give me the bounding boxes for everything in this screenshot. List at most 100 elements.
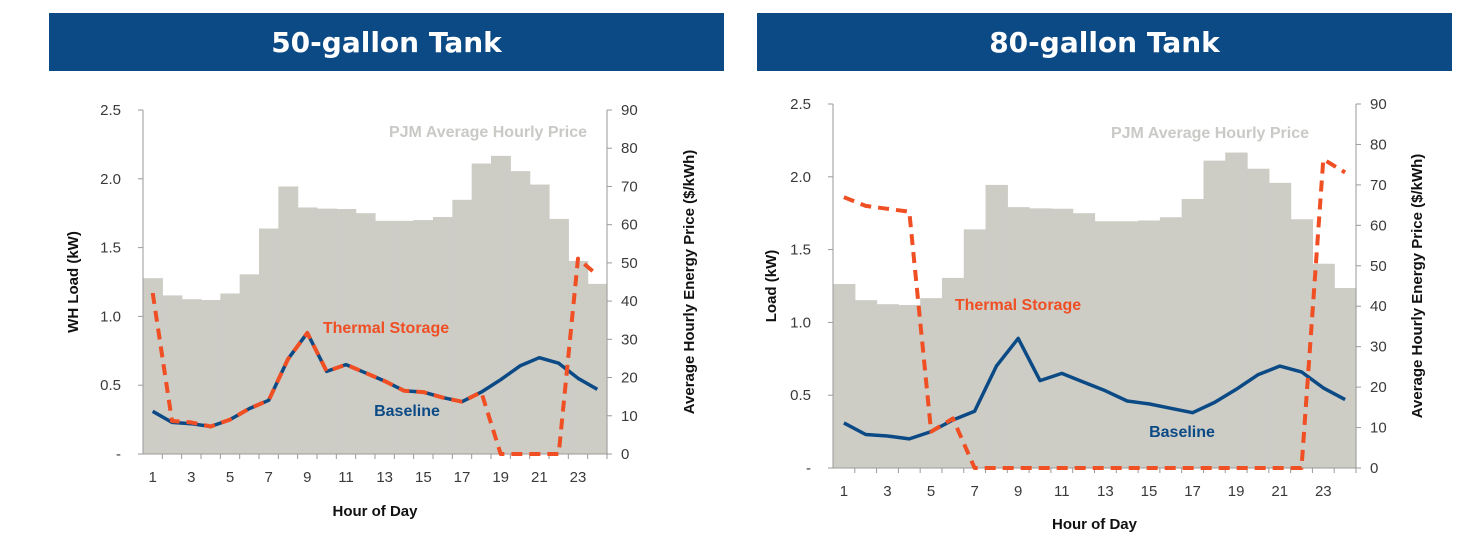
baseline-line-80 — [843, 336, 1346, 441]
left-tick-label-50: 0.5 — [100, 377, 121, 394]
price-bar-50-h1 — [143, 278, 163, 454]
thermal-storage-line-80 — [843, 157, 1347, 470]
price-bar-50-h24 — [587, 283, 608, 454]
x-tick-label-50-21: 21 — [531, 469, 548, 486]
x-axis-title-80: Hour of Day — [1052, 516, 1138, 533]
price-bar-80-h20 — [1247, 168, 1270, 468]
right-tick-label-80: 70 — [1370, 177, 1387, 194]
right-tick-label-50: 10 — [621, 408, 638, 425]
price-bar-50-h23 — [568, 260, 589, 454]
x-tick-label-50-7: 7 — [264, 469, 272, 486]
right-tick-label-80: 40 — [1370, 298, 1387, 315]
x-tick-label-50-5: 5 — [226, 469, 234, 486]
price-bar-50-h18 — [471, 163, 492, 454]
price-series-label-80: PJM Average Hourly Price — [1111, 125, 1309, 142]
price-bar-80-h19 — [1225, 152, 1248, 469]
left-tick-label-50: - — [116, 446, 121, 463]
price-bar-80-h12 — [1072, 213, 1096, 468]
price-bar-50-h2 — [162, 295, 183, 454]
right-tick-label-80: 90 — [1370, 96, 1387, 113]
right-tick-label-80: 30 — [1370, 339, 1387, 356]
price-bar-80-h1 — [833, 283, 856, 468]
price-bar-50-h21 — [529, 184, 550, 455]
right-tick-label-80: 0 — [1370, 460, 1378, 477]
price-bar-50-h5 — [220, 293, 241, 454]
right-tick-label-80: 80 — [1370, 136, 1387, 153]
y-axis-title-right-50: Average Hourly Energy Price ($/kWh) — [681, 150, 698, 415]
x-tick-label-80-17: 17 — [1184, 483, 1201, 500]
x-axis-title-50: Hour of Day — [332, 503, 418, 520]
x-tick-label-80-15: 15 — [1141, 483, 1158, 500]
price-bar-50-h11 — [336, 208, 357, 454]
price-series-label-50: PJM Average Hourly Price — [389, 124, 587, 141]
right-tick-label-50: 80 — [621, 140, 638, 157]
x-tick-label-80-23: 23 — [1315, 483, 1332, 500]
right-tick-label-50: 40 — [621, 293, 638, 310]
x-tick-label-50-3: 3 — [187, 469, 195, 486]
left-tick-label-80: 1.5 — [790, 242, 811, 259]
left-tick-label-80: 0.5 — [790, 387, 811, 404]
price-bar-50-h4 — [201, 299, 221, 454]
x-tick-label-80-13: 13 — [1097, 483, 1114, 500]
x-tick-label-50-15: 15 — [415, 469, 432, 486]
right-tick-label-50: 20 — [621, 370, 638, 387]
right-tick-label-50: 50 — [621, 255, 638, 272]
price-bar-80-h21 — [1268, 182, 1292, 468]
price-bar-50-h17 — [452, 199, 473, 454]
x-tick-label-80-19: 19 — [1228, 483, 1245, 500]
price-bar-50-h10 — [317, 208, 337, 454]
x-tick-label-50-9: 9 — [303, 469, 311, 486]
price-bar-80-h23 — [1312, 263, 1335, 468]
price-bar-50-h14 — [394, 220, 415, 454]
right-tick-label-80: 60 — [1370, 217, 1387, 234]
left-tick-label-80: 2.0 — [790, 169, 811, 186]
right-tick-label-50: 30 — [621, 331, 638, 348]
panel-title-50-gallon: 50-gallon Tank — [49, 13, 724, 71]
right-tick-label-80: 50 — [1370, 258, 1387, 275]
right-tick-label-50: 60 — [621, 217, 638, 234]
price-bar-50-h7 — [259, 228, 279, 454]
x-tick-label-50-11: 11 — [338, 469, 354, 486]
left-tick-label-50: 2.0 — [100, 171, 121, 188]
price-bar-50-h3 — [181, 299, 202, 454]
price-bar-50-h19 — [491, 155, 511, 454]
x-tick-label-80-5: 5 — [927, 483, 935, 500]
price-bar-80-h11 — [1050, 208, 1074, 469]
x-tick-label-50-17: 17 — [454, 469, 471, 486]
right-tick-label-80: 20 — [1370, 379, 1387, 396]
left-tick-label-50: 1.5 — [100, 240, 121, 257]
right-tick-label-80: 10 — [1370, 420, 1387, 437]
baseline-label-50: Baseline — [374, 403, 440, 420]
price-bar-50-h22 — [549, 218, 569, 454]
price-bar-50-h9 — [297, 207, 318, 454]
y-axis-title-right-80: Average Hourly Energy Price ($/kWh) — [1409, 154, 1426, 419]
price-bar-50-h15 — [413, 220, 434, 454]
x-tick-label-80-7: 7 — [970, 483, 978, 500]
x-tick-label-80-9: 9 — [1014, 483, 1022, 500]
left-tick-label-80: 1.0 — [790, 314, 811, 331]
thermal-storage-label-50: Thermal Storage — [323, 320, 449, 337]
x-tick-label-80-21: 21 — [1271, 483, 1288, 500]
y-axis-title-left-80: Load (kW) — [763, 250, 780, 323]
price-bar-80-h10 — [1029, 208, 1052, 468]
left-tick-label-50: 1.0 — [100, 308, 121, 325]
y-axis-title-left-50: WH Load (kW) — [65, 231, 82, 333]
price-bar-50-h13 — [375, 220, 395, 454]
right-tick-label-50: 90 — [621, 102, 638, 119]
right-tick-label-50: 0 — [621, 446, 629, 463]
price-bar-80-h7 — [963, 229, 987, 468]
x-tick-label-50-1: 1 — [148, 469, 156, 486]
left-tick-label-50: 2.5 — [100, 102, 121, 119]
right-tick-label-50: 70 — [621, 178, 638, 195]
x-tick-label-50-23: 23 — [570, 469, 587, 486]
price-bar-80-h17 — [1181, 199, 1205, 469]
price-bar-80-h3 — [876, 304, 899, 468]
price-bar-80-h2 — [854, 300, 878, 468]
x-tick-label-80-11: 11 — [1054, 483, 1070, 500]
price-bar-80-h24 — [1334, 288, 1357, 468]
baseline-label-80: Baseline — [1149, 424, 1215, 441]
price-bar-80-h8 — [985, 184, 1008, 468]
thermal-storage-line-50 — [150, 256, 599, 456]
price-bar-80-h5 — [920, 298, 943, 468]
